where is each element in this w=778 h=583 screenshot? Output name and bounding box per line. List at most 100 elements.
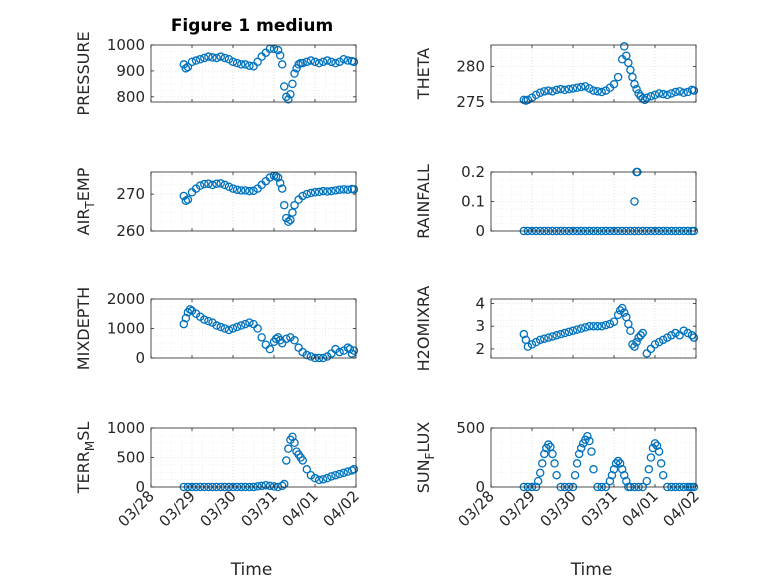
- data-point: [589, 321, 598, 331]
- data-point: [679, 326, 688, 336]
- data-point: [310, 473, 320, 483]
- data-point: [331, 186, 340, 195]
- data-point: [323, 473, 332, 483]
- data-point: [228, 57, 238, 67]
- data-point: [568, 84, 578, 93]
- data-point: [277, 184, 287, 193]
- data-point: [271, 334, 281, 344]
- data-point: [288, 432, 297, 442]
- data-point: [261, 480, 271, 490]
- subplot-mixdepth: 0 1000 2000 MIXDEPTH: [74, 287, 359, 370]
- data-point: [593, 321, 602, 331]
- data-point: [273, 173, 283, 182]
- data-point: [302, 57, 312, 67]
- data-point: [663, 90, 672, 100]
- data-point: [544, 440, 553, 449]
- y-tick-label: 4: [475, 295, 485, 313]
- data-point: [605, 476, 615, 486]
- data-point: [572, 83, 582, 93]
- data-point: [282, 334, 291, 344]
- data-point: [212, 53, 221, 63]
- data-point: [245, 318, 254, 327]
- data-point: [269, 482, 279, 491]
- y-tick-label: 0: [135, 349, 145, 367]
- data-point: [689, 86, 699, 95]
- data-point: [232, 322, 242, 332]
- data-point: [183, 195, 193, 204]
- data-point: [279, 479, 289, 489]
- data-point: [638, 328, 647, 338]
- subplot-sun-flux: 050003/2803/2903/3003/3104/0104/02SUNFLU…: [414, 419, 703, 580]
- data-point: [273, 45, 283, 55]
- data-point: [585, 321, 594, 331]
- x-tick-label: 03/30: [537, 487, 580, 530]
- data-point: [314, 475, 324, 485]
- data-point: [628, 340, 637, 349]
- data-point: [527, 340, 537, 349]
- y-tick-label: 1000: [107, 320, 145, 338]
- data-point: [216, 322, 225, 332]
- data-point: [663, 333, 672, 342]
- data-point: [683, 328, 693, 338]
- data-point: [183, 62, 193, 72]
- y-axis-label: PRESSURE: [74, 31, 93, 115]
- data-point: [290, 336, 299, 345]
- data-point: [275, 178, 285, 188]
- data-point: [605, 319, 615, 329]
- data-point: [607, 470, 617, 480]
- data-point: [613, 456, 623, 466]
- y-tick-label: 1000: [107, 419, 145, 437]
- data-point: [195, 55, 205, 64]
- data-point: [654, 337, 664, 347]
- data-point: [560, 328, 570, 338]
- data-point: [224, 182, 234, 191]
- data-point: [335, 469, 344, 479]
- data-point: [630, 79, 639, 89]
- data-point: [286, 215, 295, 225]
- y-tick-label: 280: [456, 57, 485, 75]
- data-point: [648, 443, 658, 453]
- y-tick-label: 0: [475, 222, 485, 240]
- data-point: [257, 481, 266, 491]
- data-point: [298, 58, 307, 68]
- data-point: [241, 60, 250, 69]
- data-point: [277, 60, 287, 69]
- data-point: [535, 335, 545, 345]
- data-point: [583, 432, 592, 441]
- data-point: [617, 303, 627, 313]
- data-point: [284, 95, 293, 104]
- data-point: [683, 87, 693, 97]
- data-point: [339, 468, 348, 478]
- data-point: [597, 87, 606, 97]
- x-tick-label: 04/01: [279, 487, 322, 530]
- y-axis-label: TERRMSL: [74, 422, 97, 495]
- data-point: [277, 481, 287, 491]
- y-tick-label: 800: [116, 88, 145, 106]
- y-tick-label: 260: [116, 222, 145, 240]
- data-point: [620, 42, 629, 51]
- data-point: [540, 334, 549, 343]
- data-point: [200, 53, 209, 63]
- data-point: [656, 459, 666, 468]
- data-point: [572, 325, 582, 334]
- data-point: [349, 465, 359, 474]
- data-point: [650, 340, 660, 349]
- data-point: [560, 85, 570, 95]
- data-point: [318, 186, 328, 196]
- x-tick-label: 03/30: [197, 487, 240, 530]
- data-point: [615, 459, 625, 468]
- data-point: [538, 459, 547, 468]
- data-point: [181, 313, 191, 323]
- data-point: [339, 185, 348, 194]
- data-point: [540, 87, 549, 96]
- y-axis-label: AIRTEMP: [74, 167, 97, 235]
- y-tick-label: 0: [135, 478, 145, 496]
- data-point: [220, 324, 230, 333]
- data-point: [576, 82, 586, 92]
- data-point: [302, 465, 312, 474]
- data-point: [236, 60, 246, 69]
- data-point: [318, 57, 328, 67]
- y-tick-label: 500: [116, 449, 145, 467]
- data-point: [290, 69, 299, 78]
